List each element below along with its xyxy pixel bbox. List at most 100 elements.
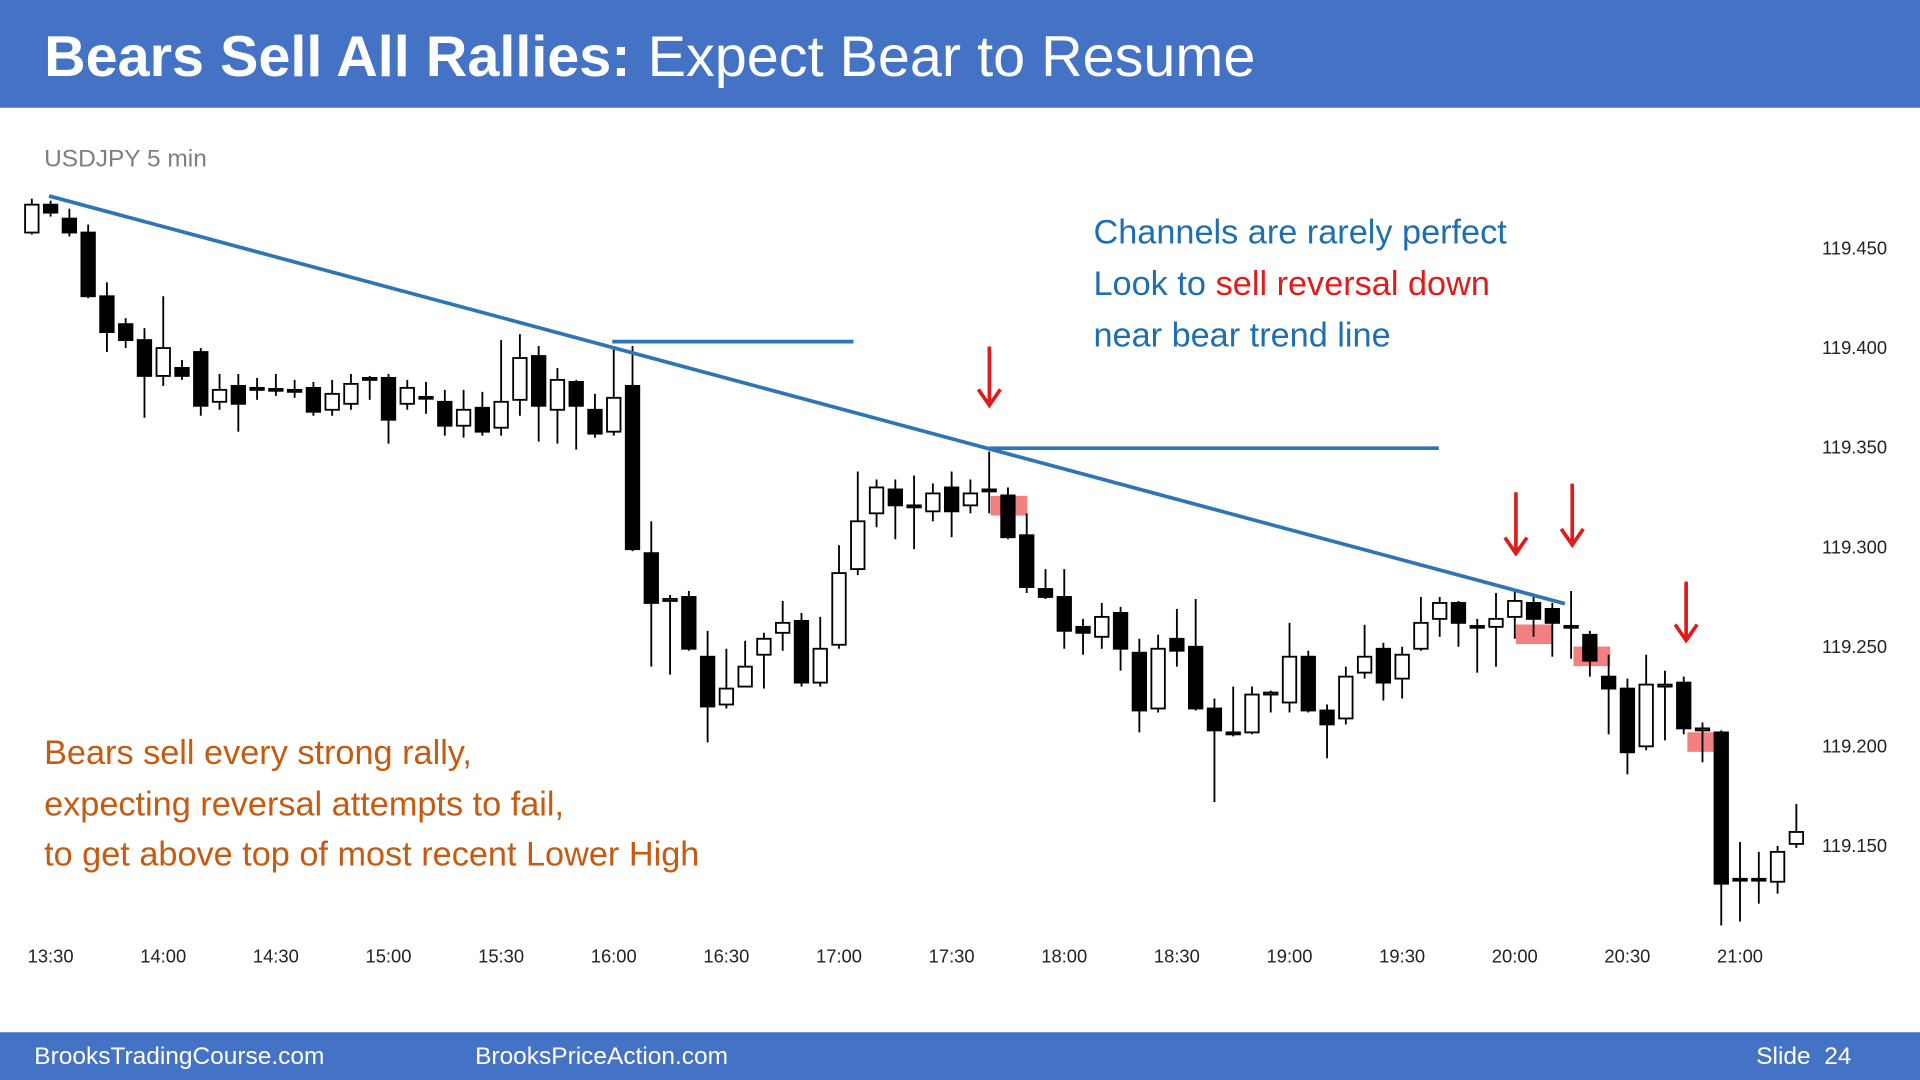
candle-body <box>1751 877 1767 882</box>
candle-body <box>1037 588 1054 598</box>
candle-body <box>1319 709 1335 726</box>
candle-body <box>1469 625 1485 629</box>
x-tick-label: 20:30 <box>1604 945 1650 966</box>
x-tick-label: 19:30 <box>1379 945 1425 966</box>
candle-body <box>1169 637 1185 652</box>
candle-body <box>1356 655 1373 674</box>
candle-body <box>42 203 59 214</box>
candle-body <box>136 339 153 377</box>
candle-body <box>1094 615 1110 638</box>
y-tick-label: 119.300 <box>1822 536 1887 557</box>
candle-body <box>1244 693 1260 734</box>
candle-body <box>118 323 134 341</box>
candle-body <box>737 665 753 688</box>
candle-body <box>1056 596 1072 632</box>
candle-body <box>380 376 397 421</box>
candle-body <box>925 492 941 513</box>
candle-body <box>699 655 716 708</box>
candle-body <box>455 408 472 427</box>
candle-body <box>1150 647 1166 710</box>
candle-body <box>286 388 303 393</box>
candle-body <box>362 376 378 381</box>
candle-body <box>1000 494 1016 539</box>
candle-body <box>418 395 434 400</box>
candle-body <box>831 572 847 646</box>
candle-body <box>1338 675 1354 720</box>
candle-body <box>624 384 641 551</box>
notes-right: Channels are rarely perfect Look to sell … <box>1093 214 1507 355</box>
candle-body <box>230 384 246 405</box>
title-rest: Expect Bear to Resume <box>648 25 1256 89</box>
x-tick-label: 14:30 <box>253 945 299 966</box>
title-bar <box>0 0 1920 108</box>
y-tick-label: 119.350 <box>1822 437 1887 458</box>
candle-body <box>324 392 340 411</box>
candle-body <box>568 380 584 407</box>
candle-body <box>1619 687 1636 754</box>
note: Channels are rarely perfect <box>1093 214 1507 252</box>
candle-body <box>681 596 697 650</box>
candle-body <box>943 486 960 513</box>
y-tick-label: 119.400 <box>1822 337 1887 358</box>
candle-body <box>211 388 228 403</box>
sell-arrows <box>976 346 1699 644</box>
x-tick-label: 14:00 <box>140 945 186 966</box>
candle-body <box>775 621 791 634</box>
bear-trend-line <box>48 194 1566 606</box>
x-tick-label: 17:00 <box>816 945 862 966</box>
candle-body <box>1657 683 1673 688</box>
candle-body <box>1713 731 1729 885</box>
candle-body <box>1788 831 1805 845</box>
candle-body <box>61 217 78 234</box>
candle-body <box>474 406 491 433</box>
candle-body <box>531 355 547 407</box>
candle-body <box>155 347 171 377</box>
candle-body <box>662 598 678 602</box>
candle-body <box>512 357 528 401</box>
candles <box>24 198 1805 926</box>
note: to get above top of most recent Lower Hi… <box>44 836 699 874</box>
arrow <box>1559 483 1585 549</box>
candle-body <box>1075 625 1091 634</box>
candle-body <box>1582 633 1598 662</box>
candle-body <box>1131 651 1148 712</box>
candle-body <box>249 386 265 391</box>
y-tick-label: 119.150 <box>1822 835 1887 856</box>
y-tick-label: 119.200 <box>1822 735 1887 756</box>
candle-body <box>305 386 322 413</box>
footer-left: BrooksTradingCourse.com <box>34 1043 324 1070</box>
candle-body <box>1488 617 1504 628</box>
candle-body <box>718 687 735 706</box>
candle-body <box>1112 611 1129 650</box>
candle-body <box>80 231 96 298</box>
candle-body <box>1188 645 1204 710</box>
note: Look to <box>1093 265 1205 303</box>
notes-left: Bears sell every strong rally, expecting… <box>44 734 699 874</box>
candle-body <box>793 619 810 684</box>
title-strong: Bears Sell All Rallies: <box>44 25 630 89</box>
candle-body <box>1019 534 1035 588</box>
candle-body <box>1769 850 1786 883</box>
candle-body <box>268 388 284 392</box>
slide-title: Bears Sell All Rallies: Expect Bear to Re… <box>44 25 1255 89</box>
candle-body <box>981 488 997 493</box>
footer-center: BrooksPriceAction.com <box>475 1043 728 1070</box>
candle-body <box>99 295 115 334</box>
candle-body <box>1225 731 1241 736</box>
candle-body <box>587 408 603 435</box>
candle-body <box>1281 655 1298 704</box>
candle-body <box>643 552 659 604</box>
x-tick-label: 19:00 <box>1267 945 1313 966</box>
candle-body <box>399 386 415 405</box>
candle-body <box>1525 602 1542 620</box>
arrow <box>1503 492 1529 557</box>
candle-body <box>1732 877 1748 882</box>
y-tick-label: 119.450 <box>1822 238 1887 259</box>
note-emphasis: sell reversal down <box>1216 265 1490 303</box>
candle-body <box>1600 675 1617 690</box>
candle-body <box>1563 625 1579 629</box>
candle-body <box>812 647 828 684</box>
candle-body <box>962 492 979 507</box>
